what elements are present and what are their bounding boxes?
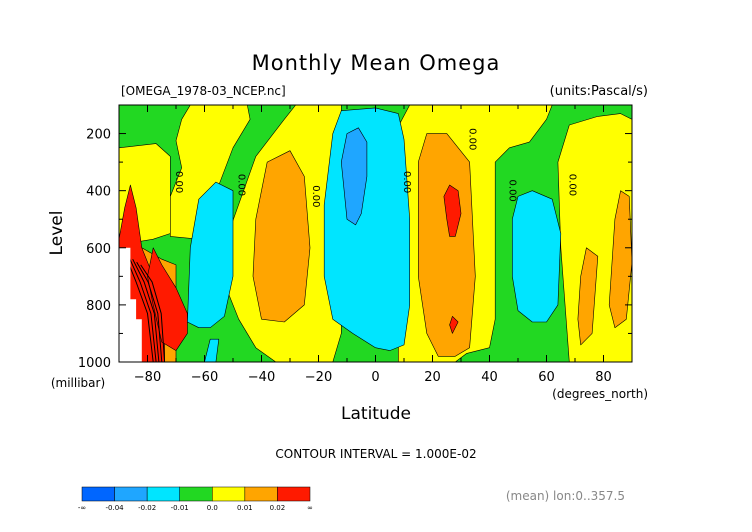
colorbar-label: -0.01 (171, 504, 189, 512)
contour-region (417, 133, 476, 357)
contour-region (577, 247, 599, 346)
x-tick-label: −80 (134, 370, 161, 385)
colorbar-swatch (179, 486, 213, 502)
contour-label: 0.00 (401, 171, 412, 193)
x-tick-label: −20 (305, 370, 332, 385)
y-tick-label: 800 (86, 299, 111, 314)
colorbar-label: 0.02 (270, 504, 286, 512)
y-tick-label: 400 (86, 185, 111, 200)
contour-region (511, 190, 562, 323)
contour-fills (119, 105, 632, 362)
y-axis: 200 400 600 800 1000 (78, 104, 632, 371)
footer-label: (mean) lon:0..357.5 (506, 489, 625, 503)
contour-label: 0.00 (506, 180, 517, 202)
units-label: (units:Pascal/s) (550, 84, 648, 99)
colorbar-label: -∞ (78, 504, 86, 512)
contour-line (136, 261, 163, 362)
x-tick-label: 20 (424, 370, 441, 385)
contour-line (140, 264, 166, 362)
colorbar-label: 0.01 (237, 504, 253, 512)
y-tick-label: 200 (86, 128, 111, 143)
contour-line (132, 258, 160, 362)
contour-region (252, 150, 311, 323)
x-tick-label: 60 (538, 370, 555, 385)
colorbar: -∞ -0.04 -0.02 -0.01 0.0 0.01 0.02 ∞ (78, 486, 313, 512)
colorbar-swatch (146, 486, 180, 502)
contour-region (449, 315, 459, 334)
contour-region (340, 127, 368, 226)
contour-label: 0.00 (236, 174, 247, 196)
plot-area: 0.00 0.00 0.00 0.00 0.00 0.00 0.00 (119, 105, 632, 362)
file-label: [OMEGA_1978-03_NCEP.nc] (121, 84, 286, 98)
contour-region (119, 105, 251, 246)
colorbar-swatch (277, 486, 311, 502)
x-tick-label: 80 (595, 370, 612, 385)
contour-labels: 0.00 0.00 0.00 0.00 0.00 0.00 0.00 (173, 128, 577, 207)
contour-region (187, 181, 234, 329)
y-axis-label: Level (47, 211, 67, 256)
contour-region (204, 338, 220, 362)
colorbar-label: -0.02 (138, 504, 156, 512)
x-tick-label: −40 (248, 370, 275, 385)
x-tick-label: 40 (481, 370, 498, 385)
x-axis-units: (degrees_north) (552, 387, 648, 401)
y-tick-label: 600 (86, 242, 111, 257)
missing-data-region (119, 247, 142, 362)
contour-label: 0.00 (310, 185, 321, 207)
colorbar-swatch (114, 486, 148, 502)
y-axis-units: (millibar) (51, 376, 105, 390)
x-tick-label: 0 (371, 370, 379, 385)
contour-interval-label: CONTOUR INTERVAL = 1.000E-02 (275, 447, 476, 461)
colorbar-swatch (212, 486, 246, 502)
contour-label: 0.00 (467, 128, 478, 150)
x-axis: −80 −60 −40 −20 0 20 40 60 80 (118, 105, 633, 385)
colorbar-swatch (244, 486, 278, 502)
chart-title: Monthly Mean Omega (252, 51, 501, 75)
contour-line (128, 256, 157, 362)
x-tick-label: −60 (191, 370, 218, 385)
y-tick-label: 1000 (78, 356, 111, 371)
contour-label: 0.00 (566, 174, 577, 196)
x-axis-label: Latitude (341, 404, 411, 424)
contour-label: 0.00 (173, 171, 184, 193)
colorbar-label: ∞ (307, 504, 313, 512)
contour-region (608, 190, 632, 329)
contour-region (443, 184, 462, 237)
colorbar-label: -0.04 (106, 504, 125, 512)
missing-data-area (119, 247, 142, 362)
colorbar-label: 0.0 (207, 504, 218, 512)
colorbar-swatch (81, 486, 115, 502)
